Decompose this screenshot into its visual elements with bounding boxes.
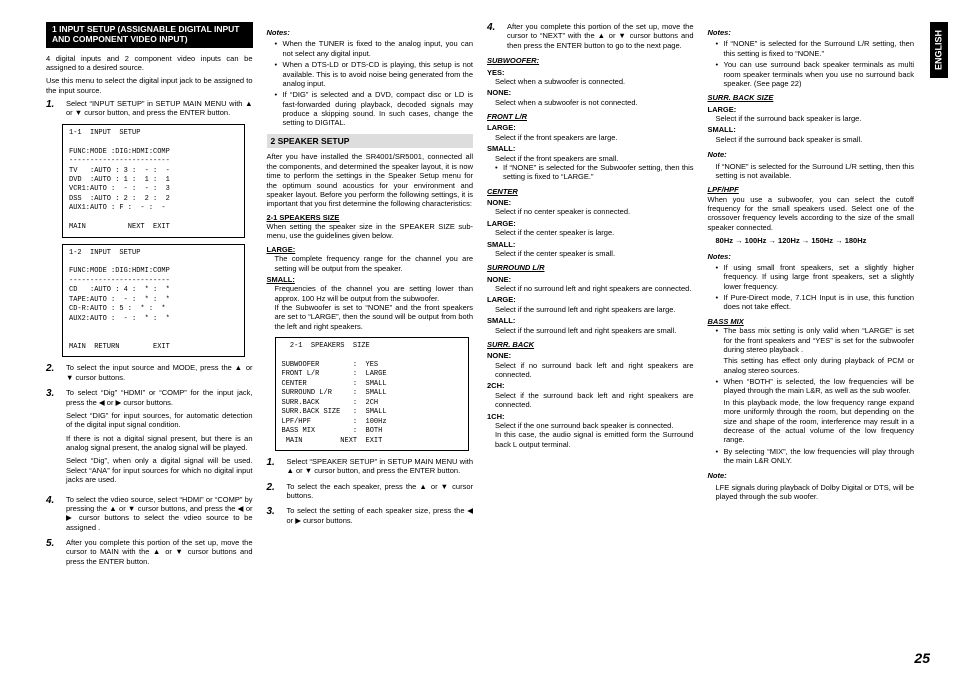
c4-n1: If “NONE” is selected for the Surround L… <box>716 39 915 58</box>
note-heading-2: Note: <box>708 150 915 159</box>
note-2: When a DTS-LD or DTS-CD is playing, this… <box>275 60 474 88</box>
section-2-heading: 2 SPEAKER SETUP <box>267 134 474 149</box>
note-1: When the TUNER is fixed to the analog in… <box>275 39 474 58</box>
notes-heading: Notes: <box>267 28 474 37</box>
frontlr-label: FRONT L/R <box>487 112 694 121</box>
flr-large-l: LARGE: <box>487 123 694 132</box>
section-1-heading: 1 INPUT SETUP (ASSIGNABLE DIGITAL INPUT … <box>46 22 253 48</box>
center-label: CENTER <box>487 187 694 196</box>
language-tab: ENGLISH <box>930 22 948 78</box>
note4-text: LFE signals during playback of Dolby Dig… <box>708 483 915 502</box>
s-small-l: SMALL: <box>487 316 694 325</box>
c-small-t: Select if the center speaker is small. <box>487 249 694 258</box>
notes-heading-4: Notes: <box>708 28 915 37</box>
note2-text: If “NONE” is selected for the Surround L… <box>708 162 915 181</box>
speakers-size-p1: When setting the speaker size in the SPE… <box>267 222 474 241</box>
menu-box-1-1: 1-1 INPUT SETUP FUNC:MODE :DIG:HDMI:COMP… <box>62 124 245 238</box>
column-3: 4.After you complete this portion of the… <box>487 22 694 665</box>
yes-text: Select when a subwoofer is connected. <box>487 77 694 86</box>
c-none-t: Select if no center speaker is connected… <box>487 207 694 216</box>
step-3-p2: If there is not a digital signal present… <box>66 434 253 453</box>
speaker-intro: After you have installed the SR4001/SR50… <box>267 152 474 208</box>
menu-box-1-2: 1-2 INPUT SETUP FUNC:MODE :DIG:HDMI:COMP… <box>62 244 245 358</box>
column-4: Notes: If “NONE” is selected for the Sur… <box>708 22 929 665</box>
note-heading-4: Note: <box>708 471 915 480</box>
step-2: To select the input source and MODE, pre… <box>66 363 253 382</box>
sbsize-label: SURR. BACK SIZE <box>708 93 915 102</box>
none-text: Select when a subwoofer is not connected… <box>487 98 694 107</box>
step-1: Select “INPUT SETUP” in SETUP MAIN MENU … <box>66 99 253 118</box>
sp-step-1: Select “SPEAKER SETUP” in SETUP MAIN MEN… <box>287 457 474 476</box>
c-large-t: Select if the center speaker is large. <box>487 228 694 237</box>
small-text: Frequencies of the channel you are setti… <box>267 284 474 303</box>
s-none-t: Select if no surround left and right spe… <box>487 284 694 293</box>
note-3: If “DIG” is selected and a DVD, compact … <box>275 90 474 128</box>
bm3: By selecting “MIX”, the low frequencies … <box>716 447 915 466</box>
subwoofer-label: SUBWOOFER: <box>487 56 694 65</box>
large-text: The complete frequency range for the cha… <box>267 254 474 273</box>
step-5: After you complete this portion of the s… <box>66 538 253 566</box>
sp-step-3: To select the setting of each speaker si… <box>287 506 474 525</box>
s-small-t: Select if the surround left and right sp… <box>487 326 694 335</box>
lpfhpf-label: LPF/HPF <box>708 185 915 194</box>
sbs-small-l: SMALL: <box>708 125 915 134</box>
lpf-text: When you use a subwoofer, you can select… <box>708 195 915 233</box>
flr-note: If “NONE” is selected for the Subwoofer … <box>495 163 694 182</box>
step-4: To select the vdieo source, select “HDMI… <box>66 495 253 533</box>
sb-2ch-l: 2CH: <box>487 381 694 390</box>
c-small-l: SMALL: <box>487 240 694 249</box>
c-none-l: NONE: <box>487 198 694 207</box>
sb-none-t: Select if no surround back left and righ… <box>487 361 694 380</box>
sbs-large-l: LARGE: <box>708 105 915 114</box>
step-3-p3: Select “Dig”, when only a digital signal… <box>66 456 253 484</box>
sp-step-4: After you complete this portion of the s… <box>507 22 694 50</box>
c4-n3a: If using small front speakers, set a sli… <box>716 263 915 291</box>
page-number: 25 <box>914 650 930 668</box>
intro-2: Use this menu to select the digital inpu… <box>46 76 253 95</box>
column-2: Notes: When the TUNER is fixed to the an… <box>267 22 474 665</box>
small-text-2: If the Subwoofer is set to “NONE” and th… <box>267 303 474 331</box>
sb-none-l: NONE: <box>487 351 694 360</box>
flr-small-l: SMALL: <box>487 144 694 153</box>
surrlr-label: SURROUND L/R <box>487 263 694 272</box>
sbs-small-t: Select if the surround back speaker is s… <box>708 135 915 144</box>
c4-n2: You can use surround back speaker termin… <box>716 60 915 88</box>
bassmix-label: BASS MIX <box>708 317 915 326</box>
sb-1ch-t2: In this case, the audio signal is emitte… <box>487 430 694 449</box>
steps-input-setup: 1.Select “INPUT SETUP” in SETUP MAIN MEN… <box>46 99 253 118</box>
step-3: To select “Dig” “HDMI” or “COMP” for the… <box>66 388 253 407</box>
bm2b: In this playback mode, the low frequency… <box>724 398 915 445</box>
c-large-l: LARGE: <box>487 219 694 228</box>
column-1: 1 INPUT SETUP (ASSIGNABLE DIGITAL INPUT … <box>46 22 253 665</box>
lpf-freq: 80Hz → 100Hz → 120Hz → 150Hz → 180Hz <box>708 236 915 245</box>
bm1: The bass mix setting is only valid when … <box>716 326 915 375</box>
sb-1ch-t: Select if the one surround back speaker … <box>487 421 694 430</box>
yes-label: YES: <box>487 68 694 77</box>
s-large-t: Select if the surround left and right sp… <box>487 305 694 314</box>
page: 1 INPUT SETUP (ASSIGNABLE DIGITAL INPUT … <box>0 0 954 675</box>
step-3-p1: Select “DIG” for input sources, for auto… <box>66 411 253 430</box>
sb-1ch-l: 1CH: <box>487 412 694 421</box>
flr-large-t: Select if the front speakers are large. <box>487 133 694 142</box>
menu-box-2-1: 2-1 SPEAKERS SIZE SUBWOOFER : YES FRONT … <box>275 337 470 451</box>
bm2: When “BOTH” is selected, the low frequen… <box>716 377 915 445</box>
sb-2ch-t: Select if the surround back left and rig… <box>487 391 694 410</box>
large-label: LARGE: <box>267 245 474 254</box>
s-none-l: NONE: <box>487 275 694 284</box>
flr-small-t: Select if the front speakers are small. <box>487 154 694 163</box>
surrback-label: SURR. BACK <box>487 340 694 349</box>
intro-1: 4 digital inputs and 2 component video i… <box>46 54 253 73</box>
notes-heading-3: Notes: <box>708 252 915 261</box>
small-label: SMALL: <box>267 275 474 284</box>
sp-step-2: To select the each speaker, press the ▲ … <box>287 482 474 501</box>
sbs-large-t: Select if the surround back speaker is l… <box>708 114 915 123</box>
bm1b: This setting has effect only during play… <box>724 356 915 375</box>
s-large-l: LARGE: <box>487 295 694 304</box>
none-label: NONE: <box>487 88 694 97</box>
c4-n3b: If Pure-Direct mode, 7.1CH Input is in u… <box>716 293 915 312</box>
speakers-size-title: 2-1 SPEAKERS SIZE <box>267 213 474 222</box>
